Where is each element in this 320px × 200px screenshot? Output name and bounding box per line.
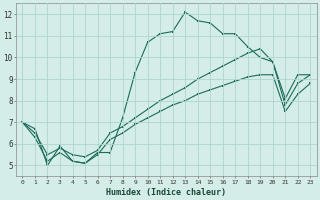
- X-axis label: Humidex (Indice chaleur): Humidex (Indice chaleur): [106, 188, 226, 197]
